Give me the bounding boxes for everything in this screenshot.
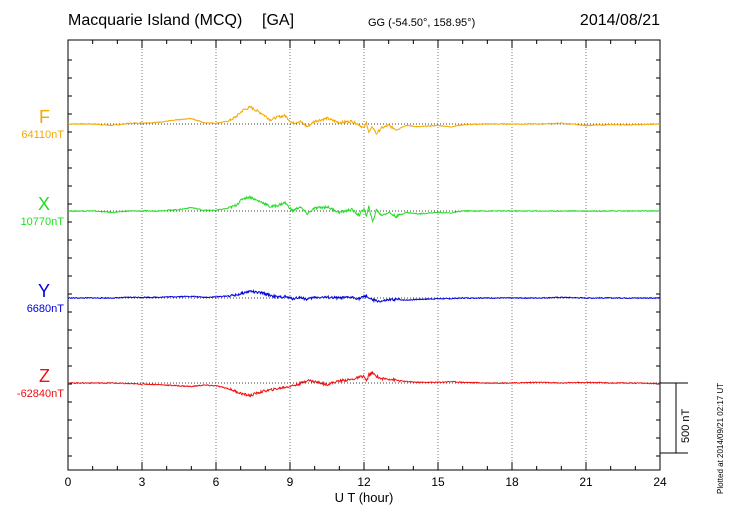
plotted-timestamp: Plotted at 2014/09/21 02:17 UT xyxy=(716,382,725,494)
plot-frame xyxy=(67,39,661,471)
scale-bar-label: 500 nT xyxy=(680,408,692,443)
x-tick-label-15: 15 xyxy=(431,475,445,489)
channel-label-f: F xyxy=(39,107,50,127)
channel-label-z: Z xyxy=(39,366,50,386)
channel-label-x: X xyxy=(37,194,50,214)
x-tick-label-3: 3 xyxy=(138,475,146,489)
baseline-value-x: 10770nT xyxy=(20,216,64,228)
x-tick-label-0: 0 xyxy=(64,475,72,489)
baseline-value-f: 64110nT xyxy=(21,129,64,141)
x-tick-label-24: 24 xyxy=(653,475,667,489)
baseline-value-z: -62840nT xyxy=(16,388,64,400)
trace-f xyxy=(67,105,661,135)
x-tick-label-21: 21 xyxy=(579,475,593,489)
x-tick-label-9: 9 xyxy=(286,475,294,489)
trace-z xyxy=(67,370,661,398)
x-tick-label-12: 12 xyxy=(357,475,371,489)
plot-date: 2014/08/21 xyxy=(579,12,660,29)
x-axis-label: U T (hour) xyxy=(334,490,394,505)
x-tick-label-6: 6 xyxy=(212,475,220,489)
station-title: Macquarie Island (MCQ) xyxy=(68,12,243,29)
channel-label-y: Y xyxy=(37,281,50,301)
trace-x xyxy=(67,194,660,224)
station-coords: GG (-54.50°, 158.95°) xyxy=(368,17,476,29)
baseline-value-y: 6680nT xyxy=(26,303,64,315)
trace-y xyxy=(67,289,661,304)
station-code: [GA] xyxy=(262,12,295,29)
x-tick-label-18: 18 xyxy=(505,475,519,489)
